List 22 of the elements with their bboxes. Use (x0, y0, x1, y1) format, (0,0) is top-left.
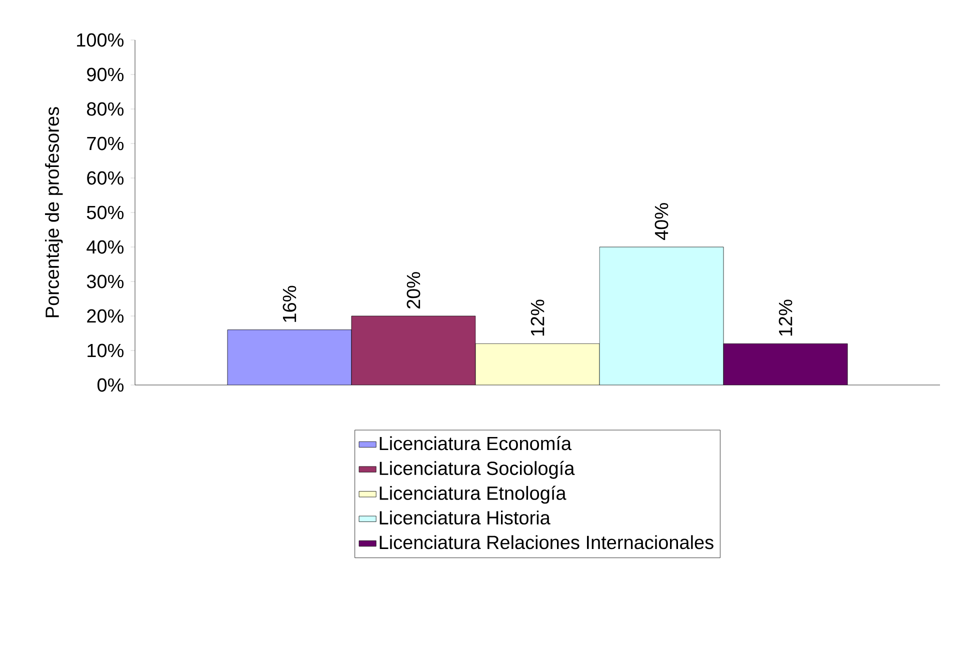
data-label: 12% (530, 300, 544, 336)
legend-label: Licenciatura Sociología (380, 460, 575, 479)
y-tick-label: 50% (86, 206, 124, 220)
y-tick-label: 40% (86, 240, 124, 254)
y-tick-label: 70% (87, 136, 124, 150)
y-tick-label: 10% (88, 344, 124, 358)
data-label: 16% (282, 286, 296, 322)
y-tick-label: 100% (77, 33, 124, 47)
y-tick-label: 90% (87, 68, 124, 82)
y-tick-label: 60% (87, 171, 124, 185)
legend-label: Licenciatura Relaciones Internacionales (380, 535, 714, 550)
data-label: 12% (778, 300, 792, 336)
legend-label: Licenciatura Historia (380, 510, 550, 525)
y-tick-label: 80% (87, 102, 124, 116)
legend-label: Licenciatura Economía (380, 436, 572, 450)
y-tick-label: 30% (86, 274, 124, 288)
y-axis-title: Porcentaje de profesores (45, 107, 63, 318)
legend-label: Licenciatura Etnología (380, 486, 566, 504)
data-label: 20% (406, 272, 420, 309)
data-label: 40% (654, 203, 668, 240)
y-tick-label: 20% (87, 309, 124, 323)
y-tick-label: 0% (97, 378, 124, 392)
